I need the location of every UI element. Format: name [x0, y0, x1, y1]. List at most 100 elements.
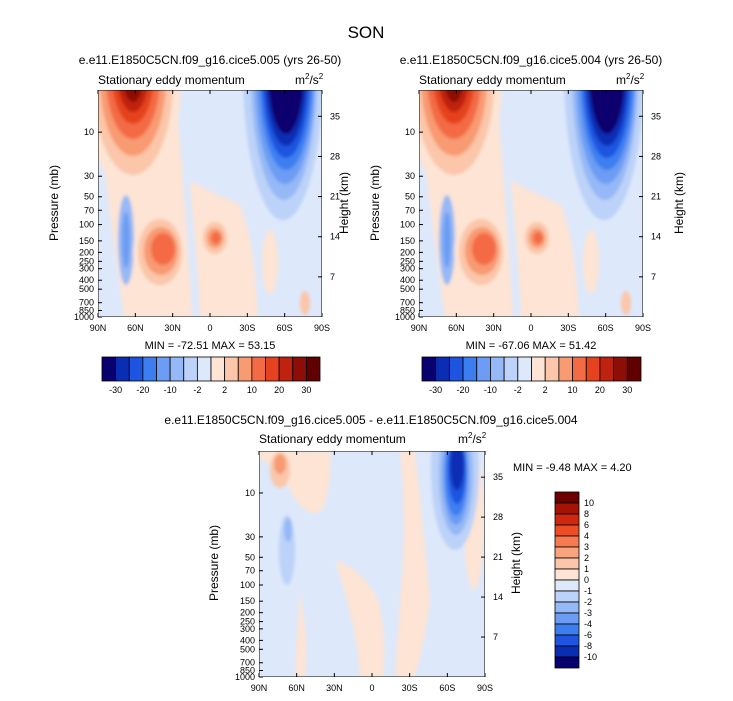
colorbar-swatch [142, 356, 157, 382]
y-tick-right-label: 14 [651, 232, 661, 242]
panel-2-stats: MIN = -67.06 MAX = 51.42 [466, 340, 597, 352]
colorbar-swatch [292, 356, 307, 382]
x-tick-label: 30N [485, 323, 502, 333]
colorbar-swatch [210, 356, 226, 382]
y-tick-label: 300 [240, 624, 255, 634]
y-tick-label: 70 [245, 566, 255, 576]
colorbar-swatch [237, 356, 253, 382]
y-tick-label: 10 [84, 127, 94, 137]
panel-3-cold-region [450, 451, 464, 490]
panel-2-axes: Pressure (mb) Height (km) MIN = -67.06 M… [368, 90, 686, 395]
colorbar-swatch [251, 356, 266, 382]
panel-1-units: m2/s2 [295, 72, 324, 87]
panel-1-ylabel: Pressure (mb) [47, 165, 61, 241]
panel-3-title: e.e11.E1850C5CN.f09_g16.cice5.005 - e.e1… [164, 413, 578, 427]
panel-1-axes: Pressure (mb) Height (km) MIN = -72.51 M… [47, 90, 351, 395]
y-tick-label: 850 [79, 305, 94, 315]
panel-3-warm-region [395, 451, 430, 677]
colorbar-label: -2 [193, 385, 201, 395]
y-tick-label: 250 [400, 256, 415, 266]
x-tick-label: 90S [635, 323, 651, 333]
panel-2-warm-region [533, 232, 543, 244]
colorbar-swatch [421, 356, 437, 382]
x-tick-label: 90N [90, 323, 107, 333]
colorbar-label: 6 [584, 520, 589, 530]
x-tick-label: 60N [288, 683, 305, 693]
x-tick-label: 30S [560, 323, 576, 333]
x-tick-label: 90N [411, 323, 428, 333]
panel-2-warm-region [472, 233, 496, 265]
colorbar-swatch [554, 557, 580, 570]
colorbar-label: 0 [584, 575, 589, 585]
panel-2-warm-region [583, 230, 599, 294]
x-tick-label: 0 [528, 323, 533, 333]
x-tick-label: 90N [251, 683, 268, 693]
y-tick-right-label: 28 [651, 151, 661, 161]
colorbar-swatch [101, 356, 117, 382]
x-tick-label: 30S [402, 683, 418, 693]
colorbar-swatch [626, 356, 642, 382]
panel-2: e.e11.E1850C5CN.f09_g16.cice5.004 (yrs 2… [368, 53, 686, 395]
colorbar-label: 2 [584, 553, 589, 563]
colorbar-label: -2 [584, 597, 592, 607]
y-tick-right-label: 14 [330, 232, 340, 242]
y-tick-label: 30 [405, 171, 415, 181]
colorbar-label: 2 [222, 385, 227, 395]
y-tick-right-label: 21 [493, 552, 503, 562]
panel-3-axes: Pressure (mb) Height (km) MIN = -9.48 MA… [207, 451, 632, 693]
y-tick-label: 1000 [395, 312, 415, 322]
colorbar-swatch [554, 656, 580, 669]
y-tick-label: 250 [240, 617, 255, 627]
colorbar-swatch [503, 356, 519, 382]
y-tick-label: 850 [400, 305, 415, 315]
panel-1-colorbar: -30 -20 -10 -2 2 10 20 30 [101, 356, 321, 395]
y-tick-label: 200 [79, 247, 94, 257]
y-tick-right-label: 7 [493, 632, 498, 642]
panel-1-title: e.e11.E1850C5CN.f09_g16.cice5.005 (yrs 2… [79, 53, 342, 67]
colorbar-label: 8 [584, 509, 589, 519]
x-tick-label: 60N [448, 323, 465, 333]
panel-3-warm-region [274, 454, 286, 474]
colorbar-swatch [128, 356, 144, 382]
y-tick-label: 50 [245, 552, 255, 562]
y-tick-right-label: 28 [330, 151, 340, 161]
colorbar-label: 20 [274, 385, 284, 395]
y-tick-label: 70 [84, 205, 94, 215]
colorbar-label: -3 [584, 608, 592, 618]
colorbar-swatch [585, 356, 601, 382]
colorbar-swatch [183, 356, 198, 382]
colorbar-swatch [278, 356, 294, 382]
y-tick-label: 30 [84, 171, 94, 181]
colorbar-label: -4 [584, 619, 592, 629]
colorbar-swatch [554, 623, 580, 636]
colorbar-swatch [554, 634, 580, 647]
y-tick-label: 50 [405, 192, 415, 202]
panel-2-field [419, 90, 643, 317]
colorbar-swatch [558, 356, 573, 382]
y-tick-label: 400 [79, 275, 94, 285]
colorbar-swatch [554, 590, 580, 603]
panel-3-stats: MIN = -9.48 MAX = 4.20 [513, 462, 632, 474]
colorbar-label: -10 [584, 652, 597, 662]
panel-2-warm-region [445, 90, 463, 102]
y-tick-label: 100 [240, 580, 255, 590]
colorbar-label: 1 [584, 564, 589, 574]
x-tick-label: 30N [326, 683, 343, 693]
panel-2-cool-region [419, 90, 445, 317]
colorbar-swatch [599, 356, 615, 382]
panel-3-warm-region [335, 560, 385, 677]
colorbar-swatch [554, 513, 580, 526]
colorbar-label: 10 [584, 498, 594, 508]
colorbar-label: 10 [568, 385, 578, 395]
y-tick-right-label: 14 [493, 592, 503, 602]
colorbar-swatch [554, 502, 580, 515]
colorbar-label: -10 [164, 385, 177, 395]
y-tick-label: 150 [400, 236, 415, 246]
panel-1-warm-region [124, 90, 142, 102]
panel-3-ylabel: Pressure (mb) [207, 525, 221, 601]
y-tick-label: 200 [400, 247, 415, 257]
y-tick-label: 500 [79, 284, 94, 294]
y-tick-label: 50 [84, 192, 94, 202]
colorbar-swatch [490, 356, 505, 382]
y-tick-right-label: 7 [651, 272, 656, 282]
